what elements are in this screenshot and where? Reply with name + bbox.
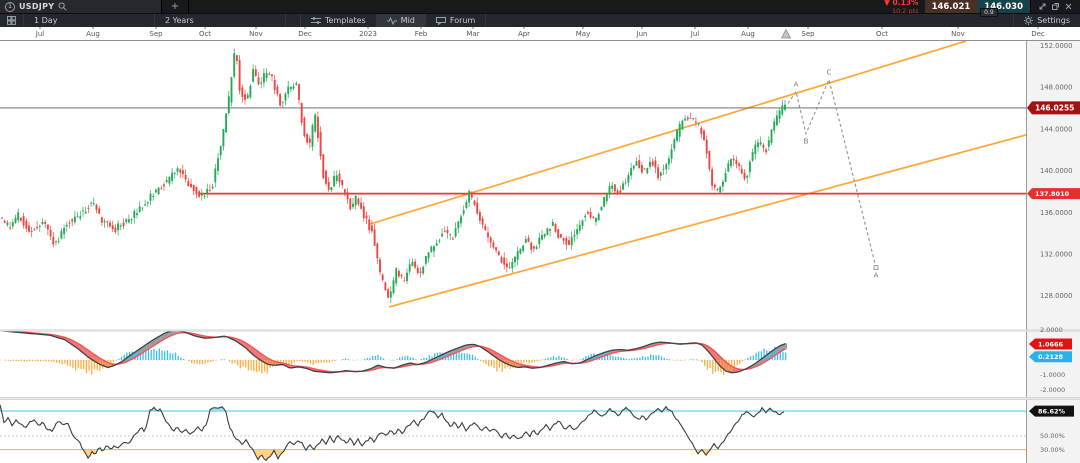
expand-icon[interactable]: [1039, 3, 1046, 10]
svg-text:144.0000: 144.0000: [1040, 125, 1072, 133]
macd-axis: 2.0000 -1.0000 -2.0000: [1040, 326, 1065, 394]
svg-text:2.0000: 2.0000: [1040, 326, 1063, 334]
svg-text:148.0000: 148.0000: [1040, 84, 1072, 92]
svg-text:Nov: Nov: [249, 30, 263, 38]
svg-text:86.62%: 86.62%: [1038, 407, 1066, 415]
symbol-tab-label: USDJPY: [19, 2, 55, 11]
change-percent: ▼ 0.13%: [884, 0, 919, 7]
templates-button[interactable]: Templates: [301, 14, 377, 27]
oscillator-axis: 50.00% 30.00%: [1040, 432, 1065, 454]
svg-text:50.00%: 50.00%: [1040, 432, 1065, 440]
indicator-badge: 0.2128: [1029, 351, 1072, 363]
waveform-icon: [386, 16, 397, 25]
forum-label: Forum: [449, 16, 476, 25]
bid-price-button[interactable]: 146.021: [924, 0, 978, 13]
settings-label: Settings: [1037, 16, 1070, 25]
svg-text:A: A: [874, 272, 879, 280]
chart-toolbar: 1 Day 2 Years Templates Mid Forum: [0, 13, 1080, 27]
title-bar: 1 USDJPY + ▼ 0.13% 10.2 pts 146.021 146.…: [0, 0, 1080, 17]
svg-text:0.2128: 0.2128: [1038, 353, 1064, 361]
candles: [1, 48, 786, 303]
svg-text:Sep: Sep: [801, 30, 815, 38]
svg-text:Nov: Nov: [951, 30, 965, 38]
time-axis: Jul Aug Sep Oct Nov Dec 2023 Feb Mar Apr May Jun Jul…: [35, 27, 1045, 38]
quote-panel: ▼ 0.13% 10.2 pts 146.021 146.030 0.9: [878, 0, 1080, 17]
settings-button[interactable]: Settings: [1013, 14, 1080, 27]
gear-icon: [1024, 16, 1034, 25]
price-axis: 152.0000 148.0000 144.0000 140.0000 136.0000…: [1040, 42, 1072, 300]
close-icon[interactable]: [1065, 3, 1072, 10]
svg-text:A: A: [794, 80, 799, 88]
popout-icon[interactable]: [1052, 3, 1059, 10]
symbol-index-icon: 1: [5, 1, 15, 12]
svg-text:136.0000: 136.0000: [1040, 209, 1072, 217]
svg-text:Dec: Dec: [1031, 30, 1045, 38]
projection-drawing: A B C A: [787, 69, 879, 280]
svg-text:Apr: Apr: [518, 30, 530, 38]
spread-value: 0.9: [980, 8, 998, 17]
templates-label: Templates: [325, 16, 366, 25]
change-points: 10.2 pts: [891, 6, 919, 15]
svg-text:152.0000: 152.0000: [1040, 42, 1072, 50]
svg-text:137.8010: 137.8010: [1035, 190, 1070, 198]
oscillator-badge: 86.62%: [1029, 405, 1074, 417]
sliders-icon: [311, 16, 321, 24]
svg-text:B: B: [804, 138, 809, 146]
price-badge: 146.0255: [1027, 101, 1080, 115]
svg-text:Sep: Sep: [149, 30, 163, 38]
search-icon[interactable]: [58, 2, 67, 11]
svg-text:140.0000: 140.0000: [1040, 167, 1072, 175]
svg-text:Feb: Feb: [415, 30, 428, 38]
svg-text:Mar: Mar: [466, 30, 479, 38]
svg-text:C: C: [827, 69, 832, 77]
range-button[interactable]: 2 Years: [155, 14, 286, 27]
window-controls: [1030, 0, 1080, 13]
svg-text:Jul: Jul: [35, 30, 45, 38]
oscillator-pane: [0, 404, 1026, 462]
svg-text:May: May: [576, 30, 590, 38]
symbol-tab[interactable]: 1 USDJPY: [0, 0, 162, 13]
svg-text:Jul: Jul: [690, 30, 700, 38]
svg-text:-2.0000: -2.0000: [1040, 386, 1065, 394]
grid-icon: [7, 16, 16, 25]
timeframe-button[interactable]: 1 Day: [24, 14, 155, 27]
price-badge: 137.8010: [1027, 188, 1080, 200]
svg-text:Aug: Aug: [86, 30, 100, 38]
range-label: 2 Years: [165, 16, 194, 25]
chat-icon: [435, 16, 446, 25]
mid-label: Mid: [400, 16, 415, 25]
mid-price-button[interactable]: Mid: [376, 14, 426, 27]
svg-text:-1.0000: -1.0000: [1040, 371, 1065, 379]
svg-text:1.0666: 1.0666: [1038, 340, 1064, 348]
indicator-badge: 1.0666: [1029, 338, 1072, 350]
macd-pane: [0, 331, 788, 376]
layout-grid-button[interactable]: [0, 14, 24, 27]
main-pane: A B C A: [0, 41, 1026, 308]
svg-text:30.00%: 30.00%: [1040, 446, 1065, 454]
toolbar-divider: [286, 14, 301, 27]
timeframe-label: 1 Day: [34, 16, 58, 25]
daily-change: ▼ 0.13% 10.2 pts: [878, 0, 924, 15]
svg-text:Oct: Oct: [876, 30, 888, 38]
svg-text:132.0000: 132.0000: [1040, 250, 1072, 258]
svg-text:Jun: Jun: [636, 30, 648, 38]
svg-text:Dec: Dec: [298, 30, 312, 38]
svg-text:Aug: Aug: [741, 30, 755, 38]
svg-text:2023: 2023: [359, 30, 377, 38]
svg-text:146.0255: 146.0255: [1035, 103, 1074, 112]
svg-text:128.0000: 128.0000: [1040, 292, 1072, 300]
forum-button[interactable]: Forum: [426, 14, 487, 27]
new-chart-tab-button[interactable]: +: [162, 0, 189, 13]
svg-text:Oct: Oct: [199, 30, 211, 38]
